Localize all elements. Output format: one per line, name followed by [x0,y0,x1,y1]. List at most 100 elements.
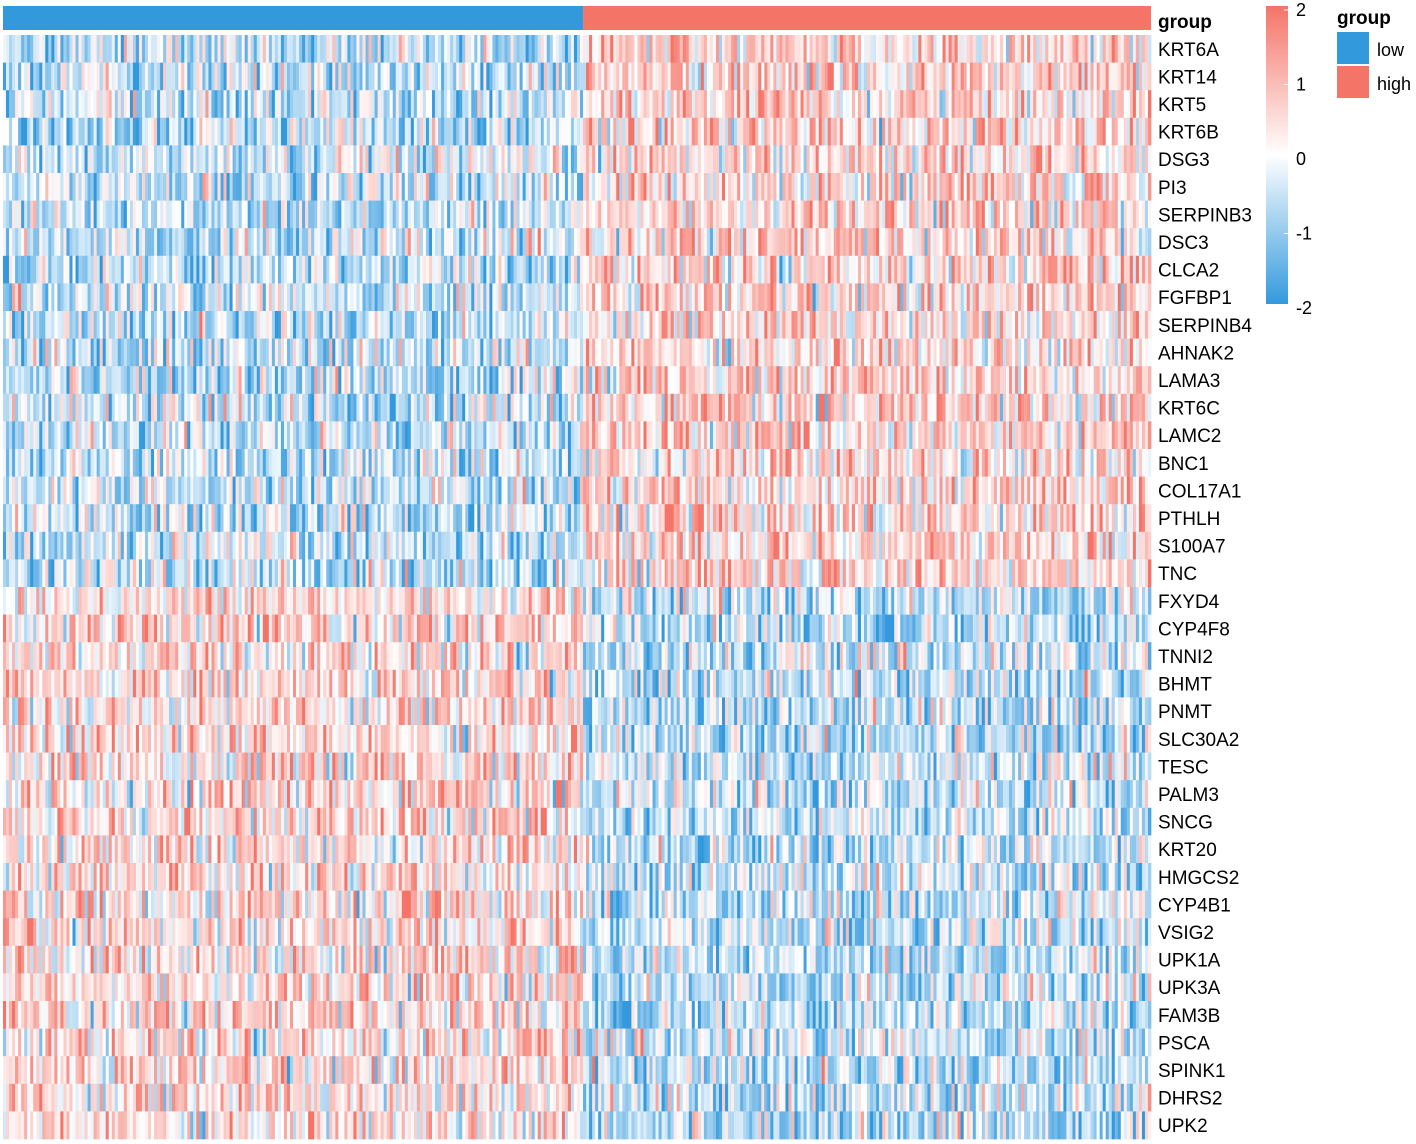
heatmap-cell [196,173,200,201]
heatmap-cell [154,255,158,284]
heatmap-cell [655,338,659,367]
heatmap-cell [972,35,977,63]
heatmap-cell [141,145,146,174]
heatmap-cell [36,62,40,91]
heatmap-cell [999,62,1004,91]
heatmap-cell [36,173,40,201]
heatmap-cell [69,35,73,63]
heatmap-cell [335,90,339,119]
heatmap-cell [667,283,671,312]
heatmap-cell [507,35,511,63]
heatmap-cell [265,255,270,284]
heatmap-cell [860,117,865,146]
heatmap-cell [966,283,971,312]
heatmap-cell [120,393,125,422]
heatmap-cell [519,62,523,91]
heatmap-cell [456,228,460,257]
heatmap-cell [894,366,898,395]
heatmap-cell [108,62,113,91]
heatmap-cell [489,35,493,63]
heatmap-cell [857,35,862,63]
heatmap-cell [63,366,67,395]
heatmap-cell [758,228,762,257]
heatmap-cell [444,173,448,201]
heatmap-cell [175,255,179,284]
heatmap-cell [969,338,974,367]
heatmap-cell [120,311,125,339]
heatmap-cell [163,228,167,257]
heatmap-cell [1078,173,1082,201]
heatmap-cell [187,311,191,339]
heatmap-cell [1093,228,1097,257]
heatmap-cell [776,200,780,229]
heatmap-cell [975,228,980,257]
heatmap-cell [299,338,303,367]
heatmap-cell [1099,228,1104,257]
heatmap-cell [169,366,173,395]
heatmap-cell [102,173,107,201]
heatmap-cell [144,62,149,91]
heatmap-cell [456,200,460,229]
heatmap-cell [232,173,236,201]
heatmap-cell [809,145,813,174]
heatmap-cell [386,173,391,201]
heatmap-cell [422,62,427,91]
heatmap-cell [885,366,889,395]
heatmap-cell [936,200,940,229]
heatmap-cell [903,366,907,395]
heatmap-cell [670,200,675,229]
heatmap-cell [341,90,345,119]
heatmap-cell [205,255,209,284]
heatmap-cell [755,90,759,119]
heatmap-cell [555,90,560,119]
heatmap-cell [531,366,536,395]
heatmap-cell [277,283,282,312]
heatmap-cell [513,228,517,257]
heatmap-cell [851,366,856,395]
heatmap-cell [1015,173,1019,201]
heatmap-cell [821,117,826,146]
heatmap-cell [622,90,626,119]
heatmap-cell [752,117,756,146]
heatmap-cell [1090,117,1094,146]
heatmap-cell [99,145,104,174]
heatmap-cell [573,90,578,119]
heatmap-cell [247,35,252,63]
heatmap-cell [413,62,418,91]
heatmap-cell [652,228,656,257]
heatmap-cell [96,90,101,119]
heatmap-cell [148,255,152,284]
heatmap-cell [800,117,804,146]
heatmap-cell [800,311,804,339]
heatmap-cell [960,200,965,229]
heatmap-cell [718,283,723,312]
heatmap-cell [833,200,838,229]
heatmap-cell [818,145,823,174]
heatmap-cell [323,35,327,63]
heatmap-cell [18,117,22,146]
heatmap-cell [305,200,309,229]
heatmap-cell [283,338,288,367]
heatmap-cell [392,62,397,91]
heatmap-cell [936,255,940,284]
heatmap-cell [803,35,807,63]
heatmap-cell [643,173,647,201]
heatmap-cell [1012,90,1016,119]
heatmap-cell [679,228,684,257]
heatmap-cell [709,366,714,395]
heatmap-cell [253,366,258,395]
heatmap-cell [1087,173,1091,201]
heatmap-cell [978,228,983,257]
heatmap-cell [184,366,188,395]
heatmap-cell [697,228,702,257]
heatmap-cell [972,311,977,339]
heatmap-cell [1105,62,1110,91]
heatmap-cell [151,173,155,201]
heatmap-cell [226,255,230,284]
heatmap-cell [27,393,31,422]
heatmap-cell [740,90,744,119]
heatmap-cell [3,338,7,367]
heatmap-cell [1009,366,1013,395]
heatmap-cell [347,255,351,284]
heatmap-cell [368,366,372,395]
